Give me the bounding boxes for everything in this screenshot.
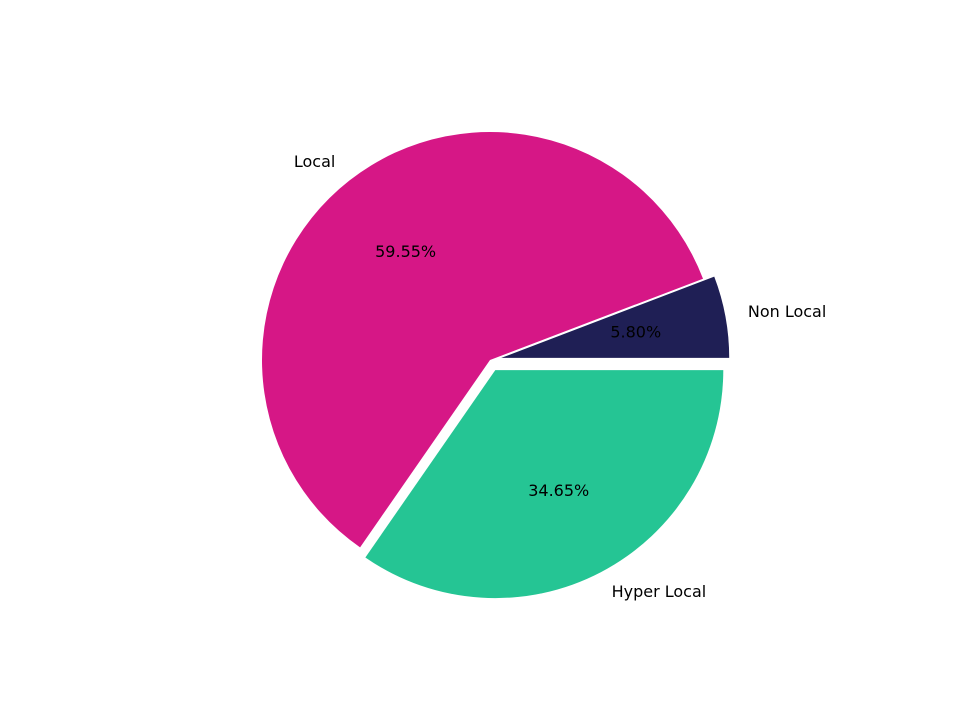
slice-percent-local: 59.55%: [375, 242, 436, 261]
slice-label-hyper-local: Hyper Local: [612, 582, 707, 601]
pie-slices: [261, 131, 730, 599]
pie-slice-hyper-local: [365, 370, 724, 599]
pie-labels: Non Local 5.80% Local 59.55% Hyper Local 34.6…: [294, 152, 826, 601]
slice-percent-non-local: 5.80%: [610, 323, 661, 342]
pie-slice-local: [261, 131, 704, 548]
slice-label-local: Local: [294, 152, 335, 171]
slice-label-non-local: Non Local: [748, 302, 826, 321]
slice-percent-hyper-local: 34.65%: [528, 481, 589, 500]
pie-slice-non-local: [501, 276, 730, 358]
